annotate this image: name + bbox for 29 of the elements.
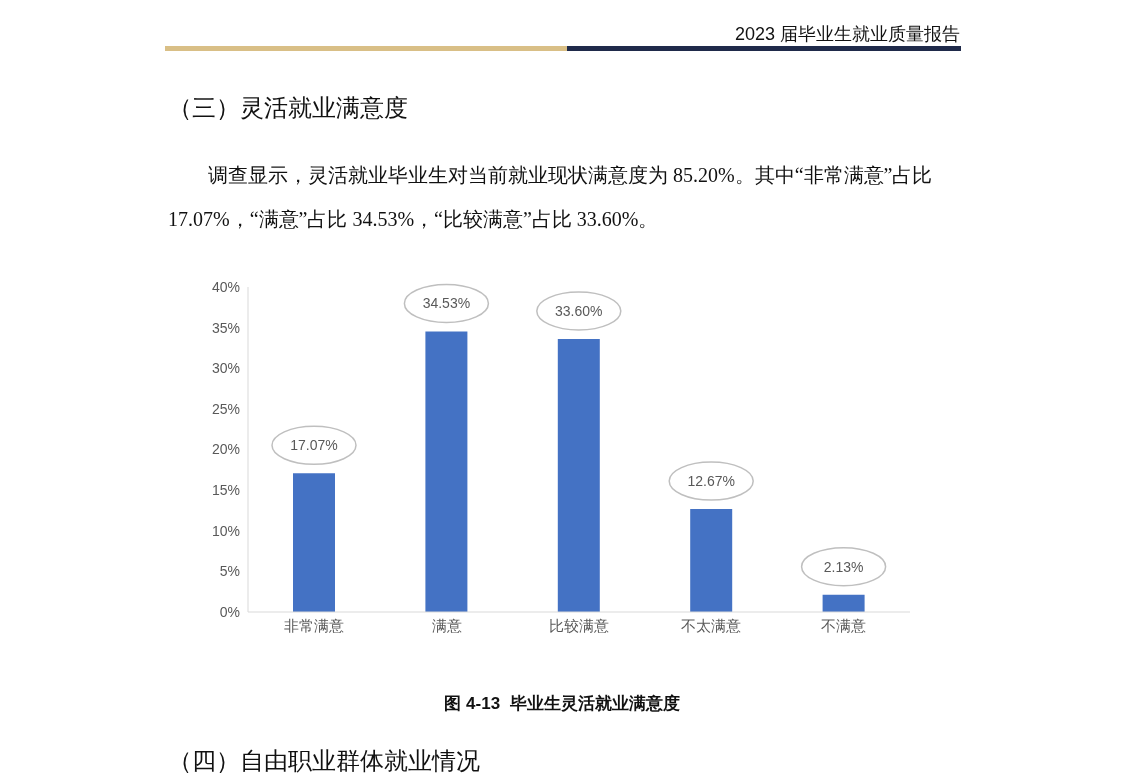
- y-tick-label: 25%: [211, 400, 240, 417]
- text: （四）自由职业群体就业情况: [168, 746, 480, 776]
- y-tick-label: 15%: [211, 482, 240, 499]
- data-label: 2.13%: [823, 558, 864, 575]
- data-label: 34.53%: [422, 295, 471, 312]
- y-tick-label: 5%: [219, 563, 240, 580]
- x-tick-label: 不太满意: [681, 616, 742, 634]
- x-tick-label: 非常满意: [284, 616, 345, 634]
- bar: [293, 473, 335, 612]
- y-tick-label: 0%: [219, 603, 240, 620]
- text: 2023 届毕业生就业质量报告: [734, 23, 960, 46]
- y-tick-label: 10%: [211, 522, 240, 539]
- text: 调查显示，灵活就业毕业生对当前就业现状满意度为 85.20%。其中“非常满意”占比 17.07%，“满意”占比 34.53%，“比较满意”占比 33.60%。: [168, 163, 934, 232]
- x-tick-label: 比较满意: [549, 616, 609, 634]
- bar: [822, 594, 865, 612]
- data-label: 33.60%: [555, 303, 603, 319]
- text: （三）灵活就业满意度: [168, 93, 408, 123]
- x-tick-label: 满意: [431, 616, 462, 634]
- y-tick-label: 35%: [211, 319, 240, 336]
- y-tick-label: 30%: [211, 360, 240, 377]
- y-tick-label: 40%: [211, 278, 240, 295]
- y-tick-label: 20%: [211, 441, 240, 458]
- data-label: 12.67%: [687, 473, 735, 490]
- bar: [557, 339, 600, 612]
- bar: [690, 509, 733, 612]
- x-tick-label: 不满意: [821, 616, 867, 634]
- text: 图 4-13 毕业生灵活就业满意度: [443, 693, 681, 715]
- data-label: 17.07%: [290, 437, 338, 454]
- bar: [425, 331, 468, 612]
